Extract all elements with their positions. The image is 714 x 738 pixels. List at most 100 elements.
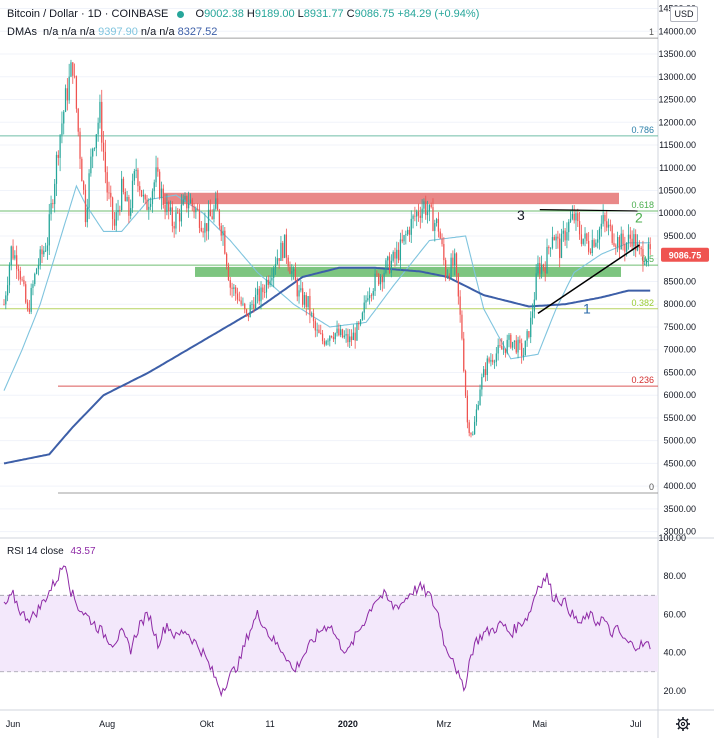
candle-body (502, 348, 505, 350)
candle-body (330, 336, 333, 337)
candle-body (378, 274, 380, 285)
price-tick-label: 7000.00 (663, 345, 696, 355)
candle-body (493, 361, 496, 363)
candle-body (195, 208, 197, 213)
candle-body (548, 246, 550, 249)
candle-body (528, 331, 530, 338)
annotation-label: 1 (583, 300, 591, 316)
candle-body (276, 258, 278, 265)
candle-body (564, 230, 566, 241)
candle-body (385, 260, 387, 273)
candle-body (113, 219, 116, 226)
candle-body (57, 154, 59, 158)
candle-body (544, 267, 546, 274)
candle-body (611, 225, 613, 243)
candle-body (568, 221, 570, 233)
price-tick-label: 10000.00 (658, 208, 696, 218)
candle-body (522, 355, 525, 357)
candle-body (644, 263, 646, 265)
candle-body (526, 331, 528, 341)
rsi-value: 43.57 (70, 546, 96, 557)
candle-body (450, 257, 452, 279)
fib-level-label: 0.618 (631, 200, 654, 210)
candle-body (531, 311, 534, 318)
candle-body (289, 266, 291, 274)
candle-body (193, 205, 195, 213)
symbol-title[interactable]: Bitcoin / Dollar · 1D · COINBASE (7, 8, 169, 20)
candle-body (130, 208, 132, 216)
candle-body (551, 237, 554, 248)
candle-body (92, 148, 94, 157)
candle-body (622, 233, 624, 245)
open-label: O (195, 8, 205, 20)
price-tick-label: 8000.00 (663, 299, 696, 309)
fib-level-label: 0.236 (631, 375, 654, 385)
settings-gear-icon[interactable] (675, 716, 691, 732)
dma-label: DMAs (7, 26, 37, 38)
candle-body (247, 313, 249, 318)
candle-body (111, 197, 114, 220)
candle-body (17, 269, 20, 271)
candle-body (309, 296, 311, 315)
candle-body (586, 233, 588, 241)
candle-body (591, 240, 593, 254)
fib-level-label: 0.382 (631, 298, 654, 308)
candle-body (200, 227, 202, 232)
candle-body (573, 213, 575, 221)
candle-body (477, 404, 479, 410)
close-label: C (346, 8, 355, 20)
candle-body (327, 340, 329, 342)
candle-body (504, 348, 507, 353)
candle-body (490, 359, 492, 362)
candle-body (578, 221, 581, 235)
date-tick-label: Jul (630, 719, 642, 729)
candle-body (226, 253, 228, 267)
candle-body (379, 276, 382, 285)
candle-body (148, 206, 150, 210)
candle-body (399, 239, 402, 261)
candle-body (560, 233, 563, 258)
candle-body (349, 336, 351, 343)
candle-body (264, 292, 266, 293)
candle-body (63, 111, 65, 124)
candle-body (647, 244, 650, 260)
candle-body (569, 218, 572, 222)
candle-body (235, 287, 237, 294)
candle-body (454, 253, 456, 266)
candle-body (271, 277, 273, 281)
candle-body (361, 312, 364, 320)
legend-rsi[interactable]: RSI 14 close 43.57 (7, 546, 96, 557)
moving-averages (3, 184, 651, 465)
candle-body (117, 209, 119, 213)
legend-dma[interactable]: DMAs n/a n/a n/a 9397.90 n/a n/a 8327.52 (7, 26, 217, 38)
candle-body (358, 323, 360, 325)
currency-button[interactable]: USD (670, 6, 698, 22)
candle-body (160, 188, 163, 199)
price-tick-label: 11000.00 (659, 163, 696, 173)
candle-body (323, 341, 326, 345)
candle-body (479, 389, 481, 405)
candle-body (345, 334, 347, 336)
candle-body (142, 194, 145, 197)
candle-body (86, 207, 88, 223)
candle-body (481, 377, 483, 390)
candle-body (311, 313, 313, 315)
candle-body (222, 230, 224, 236)
axes: 14500.0014000.0013500.0013000.0012500.00… (6, 4, 709, 729)
high-value: 9189.00 (254, 8, 295, 20)
candle-body (30, 287, 32, 312)
rsi-pane (0, 565, 658, 698)
candle-body (39, 249, 41, 266)
support-zone (195, 266, 621, 277)
low-label: L (297, 8, 304, 20)
price-tick-label: 6000.00 (663, 390, 696, 400)
candle-body (437, 218, 440, 232)
candle-body (524, 340, 526, 356)
candle-body (133, 171, 135, 181)
candle-body (640, 247, 642, 250)
candle-body (580, 234, 583, 244)
candle-body (119, 209, 121, 211)
candle-body (64, 88, 67, 112)
candle-body (25, 284, 27, 303)
candle-body (472, 434, 474, 436)
